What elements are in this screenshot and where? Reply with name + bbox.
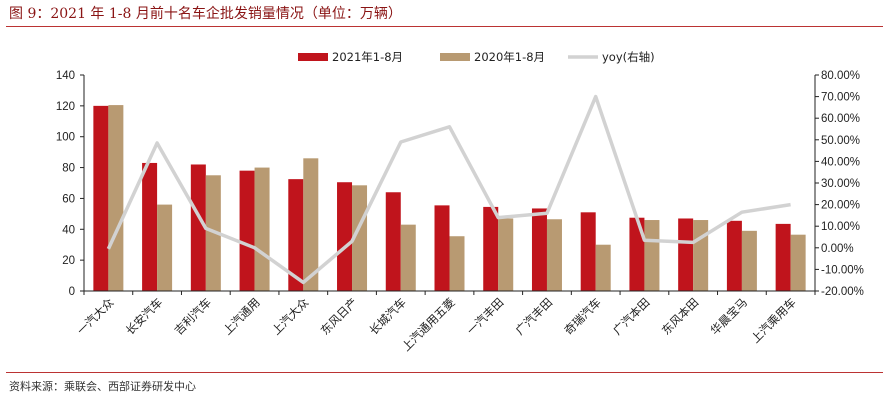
bars: [93, 105, 806, 291]
bar-2021: [93, 105, 109, 291]
right-tick-label: 20.00%: [821, 200, 860, 212]
legend-label: 2020年1-8月: [474, 50, 545, 64]
bar-2020: [400, 224, 416, 291]
left-tick-label: 0: [69, 286, 75, 298]
category-label: 上汽通用: [220, 295, 262, 337]
bar-2020: [352, 185, 368, 291]
bar-2020: [693, 220, 709, 291]
bar-2020: [254, 167, 270, 291]
category-label: 东风本田: [659, 295, 701, 337]
bar-2020: [741, 230, 757, 291]
bar-2021: [434, 205, 450, 291]
category-label: 上汽大众: [269, 295, 312, 338]
legend-label: 2021年1-8月: [332, 50, 403, 64]
bar-2020: [449, 236, 465, 291]
category-label: 奇瑞汽车: [561, 295, 603, 337]
legend-label: yoy(右轴): [602, 50, 655, 64]
bar-2020: [303, 158, 319, 291]
bar-line-chart: 2021年1-8月 2020年1-8月 yoy(右轴) 0 20 40 60 80 100 12…: [56, 50, 864, 354]
bar-2021: [288, 179, 304, 291]
bar-2021: [678, 218, 694, 291]
left-tick-label: 100: [56, 132, 75, 144]
right-tick-label: -20.00%: [821, 286, 864, 298]
legend: 2021年1-8月 2020年1-8月 yoy(右轴): [298, 50, 655, 64]
right-tick-label: 30.00%: [821, 178, 860, 190]
bottom-rule: [6, 372, 883, 373]
right-tick-label: 50.00%: [821, 135, 860, 147]
bar-2021: [726, 220, 742, 291]
category-label: 东风日产: [318, 295, 360, 337]
category-label: 华晨宝马: [708, 295, 750, 337]
left-tick-label: 140: [56, 70, 75, 82]
right-tick-label: -10.00%: [821, 264, 864, 276]
right-tick-label: 80.00%: [821, 70, 860, 82]
category-label: 吉利汽车: [172, 295, 214, 337]
left-axis: 0 20 40 60 80 100 120 140: [56, 70, 85, 298]
yoy-series-line: [106, 94, 791, 285]
bar-2020: [790, 234, 806, 291]
bar-2021: [629, 217, 645, 291]
yoy-line: [106, 94, 791, 285]
right-tick-label: 70.00%: [821, 92, 860, 104]
bar-2021: [142, 162, 158, 291]
right-axis: -20.00% -10.00% 0.00% 10.00% 20.00% 30.00% 40.…: [814, 70, 864, 298]
right-tick-label: 40.00%: [821, 156, 860, 168]
category-label: 长城汽车: [366, 295, 408, 337]
top-rule: [6, 26, 883, 27]
left-tick-label: 120: [56, 101, 75, 113]
source-note: 资料来源：乘联会、西部证券研发中心: [9, 380, 196, 393]
left-tick-label: 80: [62, 163, 75, 175]
right-tick-label: 60.00%: [821, 113, 860, 125]
bar-2021: [337, 182, 353, 291]
bar-2021: [239, 170, 255, 291]
bar-2020: [157, 204, 173, 291]
bar-2020: [546, 219, 562, 291]
left-tick-label: 60: [62, 193, 75, 205]
bar-2021: [483, 206, 499, 291]
category-label: 广汽丰田: [513, 295, 555, 337]
left-tick-label: 20: [62, 255, 75, 267]
figure-title: 图 9：2021 年 1-8 月前十名车企批发销量情况（单位：万辆）: [9, 6, 402, 22]
bar-2020: [595, 244, 611, 291]
left-tick-label: 40: [62, 224, 75, 236]
category-label: 上汽乘用车: [748, 295, 799, 346]
category-label: 一汽大众: [74, 295, 117, 338]
right-tick-label: 10.00%: [821, 221, 860, 233]
bar-2020: [498, 218, 514, 291]
legend-swatch-2020: [440, 53, 470, 61]
bar-2021: [531, 208, 547, 291]
right-tick-label: 0.00%: [821, 243, 854, 255]
category-label: 广汽本田: [610, 295, 652, 337]
bar-2021: [190, 164, 206, 291]
bar-2020: [644, 220, 660, 291]
legend-swatch-2021: [298, 53, 328, 61]
bar-2021: [580, 212, 596, 291]
bar-2020: [108, 105, 124, 291]
category-label: 长安汽车: [123, 295, 165, 337]
bar-2021: [385, 192, 401, 291]
bar-2021: [775, 223, 791, 291]
category-label: 一汽丰田: [464, 295, 506, 337]
